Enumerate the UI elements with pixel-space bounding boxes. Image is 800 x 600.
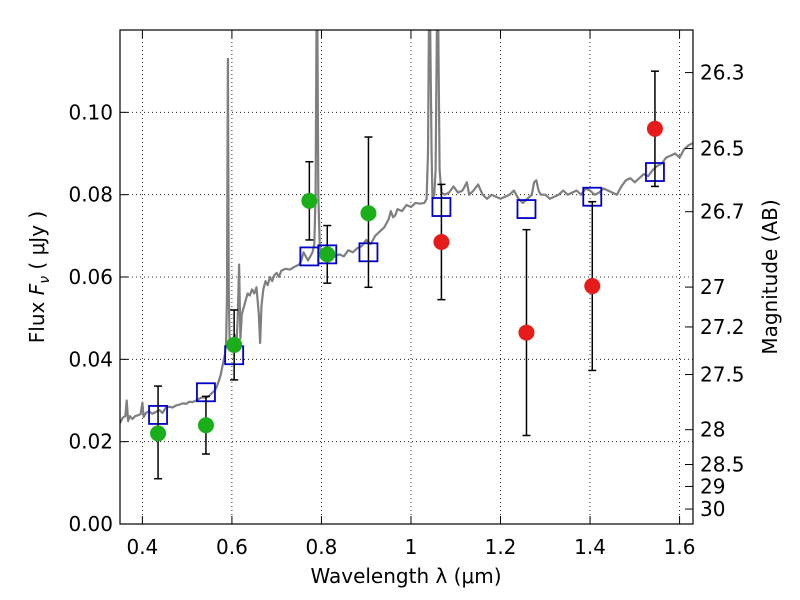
x-tick-label: 1.6 [664,535,696,559]
y-tick-label: 0.04 [68,347,113,371]
nondetection-point [518,324,535,341]
x-tick-label: 1.4 [574,535,606,559]
x-axis-label: Wavelength λ (μm) [310,564,501,588]
detection-point [360,205,377,222]
y-axis-right-label: Magnitude (AB) [758,199,782,354]
data-layer [120,30,693,480]
mag-tick-label: 27 [700,275,725,299]
nondetection-point [433,234,450,251]
x-tick-label: 1 [405,535,418,559]
detection-point [226,336,243,353]
y-tick-label: 0.08 [68,183,113,207]
mag-tick-label: 26.3 [700,61,745,85]
detection-point [197,417,214,434]
mag-tick-label: 30 [700,497,725,521]
y-tick-label: 0.10 [68,100,113,124]
y-tick-label: 0.02 [68,430,113,454]
x-tick-label: 0.8 [306,535,338,559]
mag-tick-label: 27.5 [700,363,745,387]
mag-tick-label: 28.5 [700,452,745,476]
mag-tick-label: 29 [700,474,725,498]
ticks: 0.4 0.6 0.8 1 1.2 1.4 1.6 0.00 0.02 0.04 0.06 0.08 0… [68,30,745,559]
mag-tick-label: 26.7 [700,200,745,224]
mag-tick-label: 27.2 [700,315,745,339]
y-tick-label: 0.06 [68,265,113,289]
model-photometry-square [516,199,537,219]
mag-tick-label: 26.5 [700,137,745,161]
detection-point [150,425,167,442]
mag-tick-label: 28 [700,418,725,442]
x-tick-label: 0.6 [216,535,248,559]
nondetection-point [646,120,663,137]
y-axis-label: Flux Fν ( μJy ) [25,211,53,343]
x-tick-label: 0.4 [126,535,158,559]
detection-point [319,246,336,263]
nondetection-point [584,278,601,295]
plot-area [120,30,693,524]
y-tick-label: 0.00 [68,512,113,536]
x-tick-label: 1.2 [485,535,517,559]
detection-point [301,192,318,209]
